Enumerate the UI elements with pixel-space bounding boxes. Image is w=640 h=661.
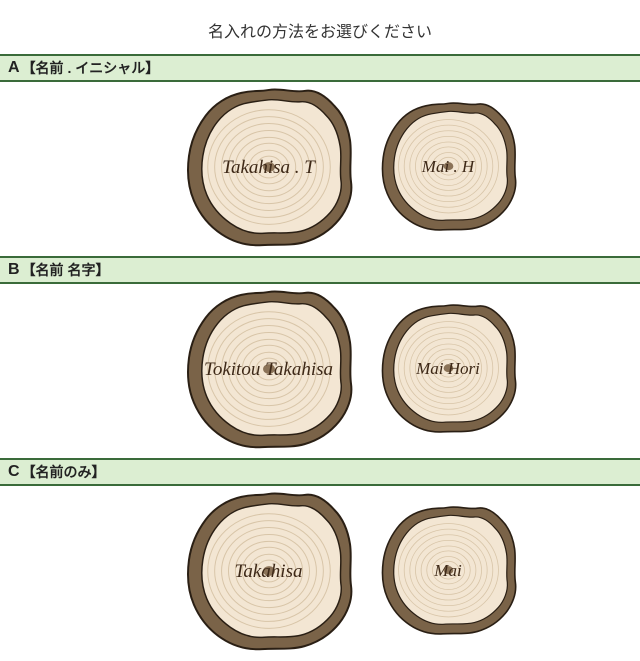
section-c: C 【名前のみ】 Takahisa Mai <box>0 458 640 660</box>
section-header-a: A 【名前 . イニシャル】 <box>0 54 640 82</box>
page-title: 名入れの方法をお選びください <box>0 0 640 54</box>
section-b: B 【名前 名字】 Tokitou Takahisa Mai Hori <box>0 256 640 458</box>
wood-row-b: Tokitou Takahisa Mai Hori <box>0 284 640 458</box>
wood-label-a-right: Mai . H <box>422 157 474 177</box>
section-label-c: 【名前のみ】 <box>22 462 106 482</box>
section-letter-c: C <box>8 463 20 481</box>
section-label-b: 【名前 名字】 <box>22 260 110 280</box>
section-a: A 【名前 . イニシャル】 Takahisa . T Mai . H <box>0 54 640 256</box>
wood-label-c-left: Takahisa <box>235 561 303 583</box>
wood-row-a: Takahisa . T Mai . H <box>0 82 640 256</box>
wood-row-c: Takahisa Mai <box>0 486 640 660</box>
section-header-c: C 【名前のみ】 <box>0 458 640 486</box>
wood-label-b-right: Mai Hori <box>416 359 480 379</box>
section-letter-a: A <box>8 59 20 77</box>
wood-label-c-right: Mai <box>434 561 461 581</box>
section-label-a: 【名前 . イニシャル】 <box>22 58 160 78</box>
wood-label-a-left: Takahisa . T <box>222 157 315 179</box>
wood-slice-a-left: Takahisa . T <box>180 84 358 252</box>
wood-slice-b-left: Tokitou Takahisa <box>180 286 358 454</box>
wood-label-b-left: Tokitou Takahisa <box>204 359 333 381</box>
section-letter-b: B <box>8 261 20 279</box>
wood-slice-b-right: Mai Hori <box>376 300 521 438</box>
wood-slice-c-left: Takahisa <box>180 488 358 656</box>
wood-slice-c-right: Mai <box>376 502 521 640</box>
section-header-b: B 【名前 名字】 <box>0 256 640 284</box>
wood-slice-a-right: Mai . H <box>376 98 521 236</box>
